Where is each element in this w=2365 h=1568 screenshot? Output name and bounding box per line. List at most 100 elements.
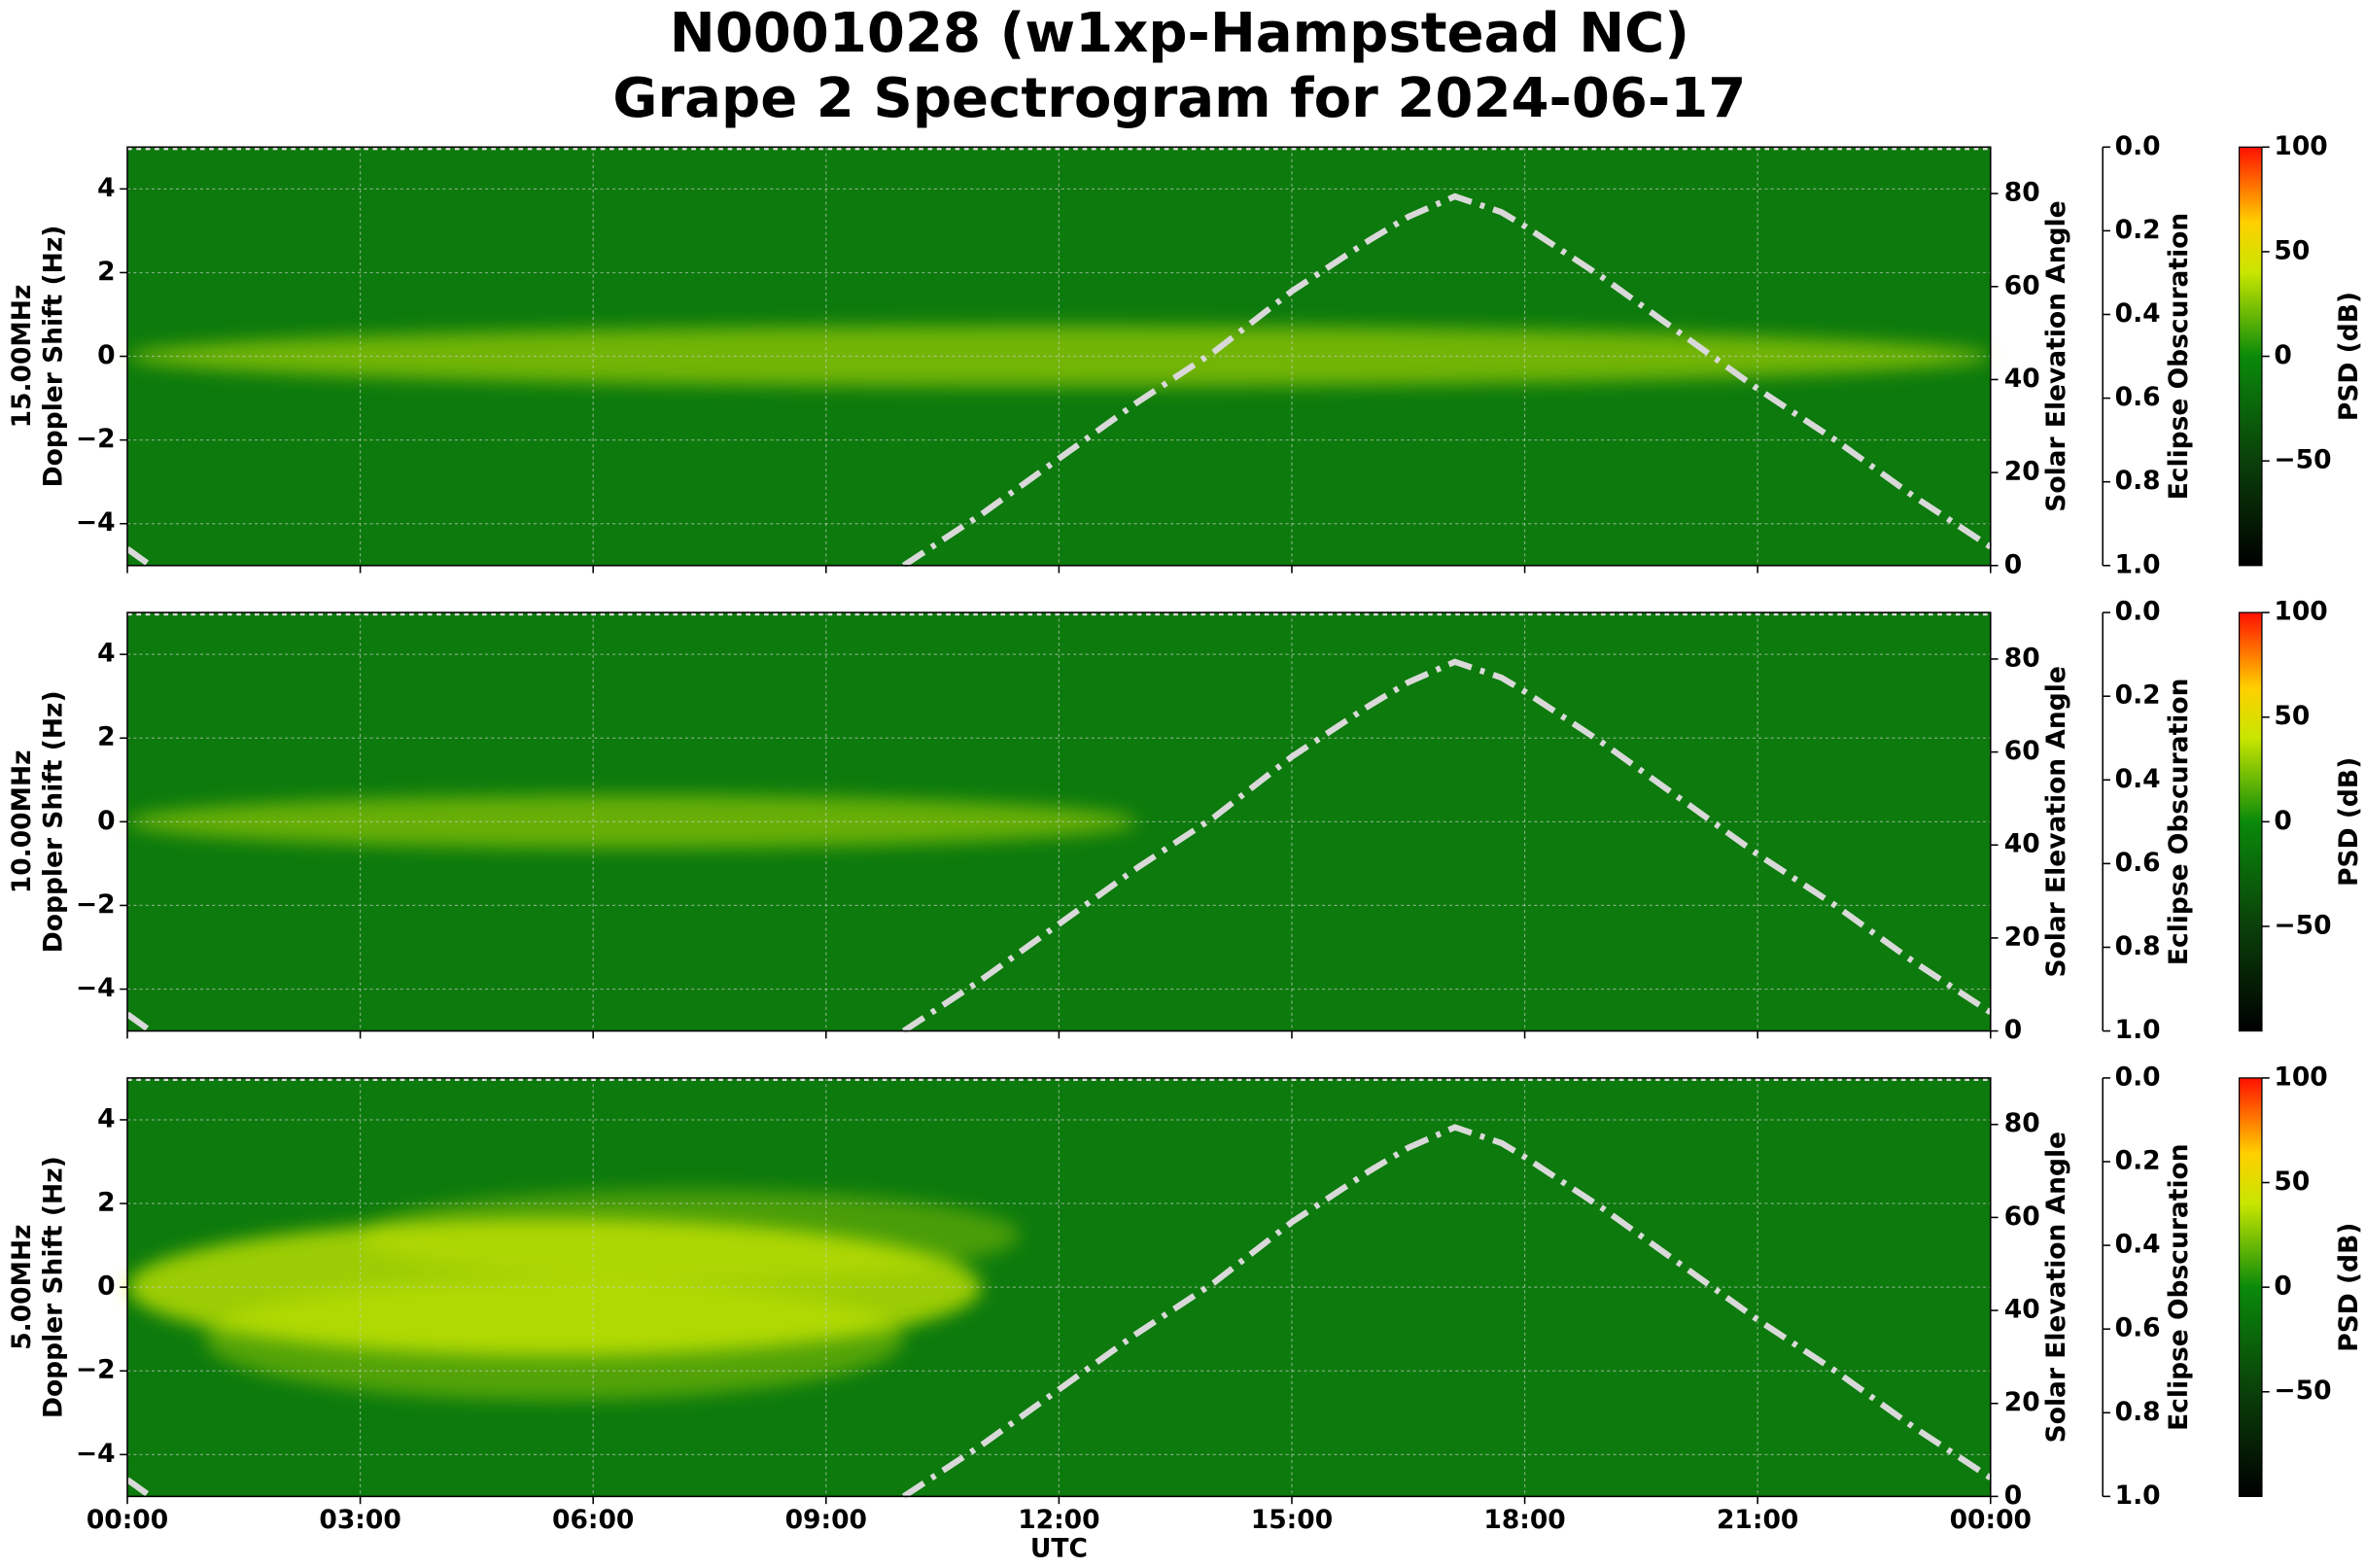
y-tick-label: −2	[76, 424, 116, 454]
y3-tick-label: 0.4	[2115, 298, 2161, 329]
y3-tick-label: 0.2	[2115, 1146, 2161, 1176]
y-tick-label: 2	[97, 722, 115, 752]
y-tick-label: 4	[97, 1103, 115, 1133]
y3-label: Eclipse Obscuration	[2164, 213, 2194, 501]
colorbar-tick-label: 50	[2274, 235, 2310, 265]
x-tick-label: 15:00	[1251, 1505, 1333, 1535]
colorbar-tick-label: 100	[2274, 1062, 2327, 1092]
y3-tick-label: 0.2	[2115, 215, 2161, 245]
y3-tick-label: 0.0	[2115, 597, 2161, 627]
y-label: 5.00MHz	[7, 1224, 37, 1349]
y-tick-label: −2	[76, 889, 116, 920]
y-tick-label: 0	[97, 1272, 115, 1302]
y3-tick-label: 0.0	[2115, 131, 2161, 161]
y2-label: Solar Elevation Angle	[2041, 666, 2071, 977]
colorbar-tick-label: 0	[2274, 806, 2291, 836]
colorbar-tick-label: −50	[2274, 1376, 2331, 1406]
y-label: Doppler Shift (Hz)	[39, 690, 69, 953]
colorbar	[2238, 146, 2263, 567]
y-tick-label: 4	[97, 173, 115, 203]
y3-tick-label: 0.4	[2115, 764, 2161, 794]
solar-elevation-line	[125, 546, 153, 569]
y2-tick-label: 60	[2004, 736, 2040, 766]
y-tick-label: 4	[97, 639, 115, 669]
y-tick-label: −2	[76, 1355, 116, 1385]
solar-elevation-line	[125, 1011, 153, 1034]
x-label: UTC	[1030, 1533, 1088, 1563]
y-tick-label: 0	[97, 340, 115, 370]
colorbar-label: PSD (dB)	[2334, 1223, 2364, 1352]
y2-tick-label: 40	[2004, 1295, 2040, 1325]
colorbar	[2238, 611, 2263, 1032]
y2-label: Solar Elevation Angle	[2041, 1132, 2071, 1443]
x-tick-label: 09:00	[785, 1505, 867, 1535]
plot-frame	[126, 611, 1992, 1032]
y3-tick-label: 1.0	[2115, 1015, 2161, 1045]
y2-tick-label: 80	[2004, 178, 2040, 208]
y2-label: Solar Elevation Angle	[2041, 200, 2071, 511]
y-label: 10.00MHz	[7, 749, 37, 893]
solar-elevation-line	[901, 1124, 1993, 1499]
y3-tick-label: 0.8	[2115, 1397, 2161, 1427]
y-tick-label: 2	[97, 1188, 115, 1218]
y-tick-label: −4	[76, 1439, 116, 1469]
y3-tick-label: 0.6	[2115, 848, 2161, 878]
solar-elevation-line	[901, 192, 1993, 569]
title: N0001028 (w1xp-Hampstead NC)	[670, 2, 1689, 65]
colorbar-label: PSD (dB)	[2334, 292, 2364, 421]
y3-tick-label: 0.4	[2115, 1230, 2161, 1260]
y-label: Doppler Shift (Hz)	[39, 226, 69, 488]
y2-tick-label: 60	[2004, 270, 2040, 300]
x-tick-label: 21:00	[1717, 1505, 1798, 1535]
solar-elevation-line	[125, 1477, 153, 1499]
colorbar-tick-label: 50	[2274, 1167, 2310, 1197]
x-tick-label: 12:00	[1018, 1505, 1099, 1535]
x-tick-label: 00:00	[1950, 1505, 2032, 1535]
y-tick-label: −4	[76, 507, 116, 538]
y-tick-label: 0	[97, 806, 115, 836]
y-tick-label: 2	[97, 257, 115, 287]
y3-tick-label: 0.6	[2115, 382, 2161, 412]
y3-tick-label: 0.6	[2115, 1313, 2161, 1343]
x-tick-label: 03:00	[319, 1505, 400, 1535]
y-tick-label: −4	[76, 973, 116, 1003]
colorbar-tick-label: −50	[2274, 445, 2331, 475]
y2-tick-label: 0	[2004, 1481, 2022, 1511]
x-tick-label: 06:00	[552, 1505, 634, 1535]
y3-tick-label: 0.0	[2115, 1062, 2161, 1092]
colorbar-tick-label: 0	[2274, 1272, 2291, 1302]
y2-tick-label: 0	[2004, 1015, 2022, 1045]
y2-tick-label: 20	[2004, 922, 2040, 952]
y3-tick-label: 1.0	[2115, 549, 2161, 579]
y3-tick-label: 0.2	[2115, 680, 2161, 711]
colorbar-tick-label: 0	[2274, 340, 2291, 370]
y2-tick-label: 0	[2004, 549, 2022, 579]
band-glow	[204, 1278, 904, 1401]
y3-tick-label: 0.8	[2115, 931, 2161, 961]
colorbar-tick-label: 50	[2274, 701, 2310, 731]
y3-label: Eclipse Obscuration	[2164, 1143, 2194, 1431]
x-tick-label: 00:00	[87, 1505, 168, 1535]
plot-frame	[126, 1077, 1992, 1498]
title: Grape 2 Spectrogram for 2024-06-17	[612, 67, 1746, 130]
y2-tick-label: 80	[2004, 1108, 2040, 1138]
y3-label: Eclipse Obscuration	[2164, 679, 2194, 966]
y-label: 15.00MHz	[7, 285, 37, 429]
y2-tick-label: 80	[2004, 643, 2040, 673]
y2-tick-label: 20	[2004, 457, 2040, 487]
band-glow	[360, 1189, 1021, 1281]
colorbar	[2238, 1077, 2263, 1497]
y2-tick-label: 40	[2004, 829, 2040, 859]
plot-frame	[126, 146, 1992, 567]
y3-tick-label: 0.8	[2115, 466, 2161, 496]
y2-tick-label: 40	[2004, 364, 2040, 394]
y3-tick-label: 1.0	[2115, 1481, 2161, 1511]
y-label: Doppler Shift (Hz)	[39, 1156, 69, 1418]
y2-tick-label: 20	[2004, 1387, 2040, 1417]
y2-tick-label: 60	[2004, 1202, 2040, 1232]
colorbar-label: PSD (dB)	[2334, 757, 2364, 887]
colorbar-tick-label: 100	[2274, 597, 2327, 627]
solar-elevation-line	[901, 658, 1993, 1034]
